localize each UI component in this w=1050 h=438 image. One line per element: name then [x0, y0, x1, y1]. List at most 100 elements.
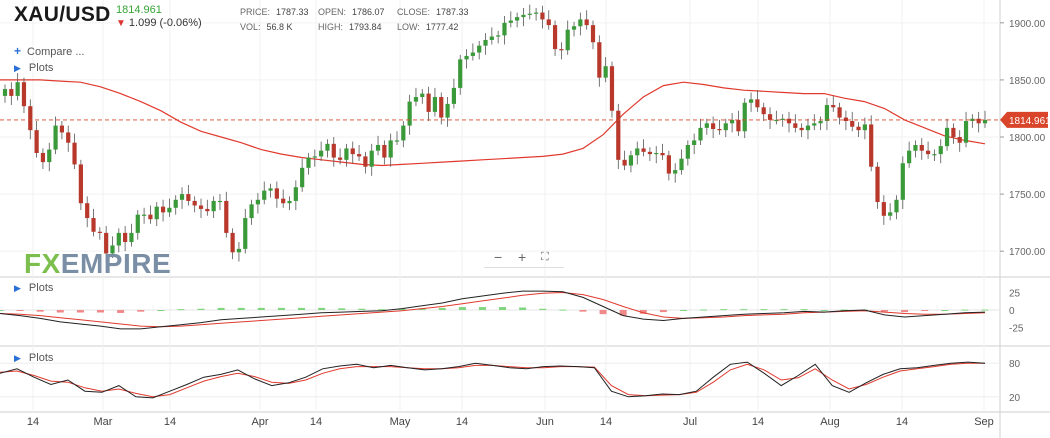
candle-body: [249, 204, 254, 219]
candle: [350, 141, 355, 164]
candle: [186, 184, 191, 206]
candle-body: [388, 140, 393, 158]
candle-body: [597, 42, 602, 78]
candle: [2, 84, 8, 103]
candle-body: [116, 232, 121, 246]
candle-body: [21, 82, 27, 107]
candle: [862, 117, 867, 140]
candle-body: [319, 150, 324, 157]
x-tick-label: Sep: [974, 416, 994, 428]
candle-body: [15, 82, 20, 96]
plots-main-toggle[interactable]: ▶ Plots: [14, 62, 54, 74]
candle: [679, 149, 684, 175]
candle: [552, 20, 558, 56]
candle: [780, 114, 785, 127]
x-tick-label: 14: [27, 416, 39, 428]
candle-body: [508, 20, 513, 23]
candle-body: [951, 127, 956, 137]
candle: [451, 78, 457, 109]
candle: [590, 20, 596, 50]
ohlc-high: HIGH: 1793.84: [318, 22, 382, 32]
candle-body: [141, 214, 147, 216]
candle: [464, 49, 469, 69]
candle: [907, 141, 912, 168]
candle-body: [533, 12, 539, 14]
candle-body: [900, 163, 905, 200]
candle-body: [464, 55, 469, 60]
candle-body: [205, 208, 210, 212]
candle: [673, 163, 678, 183]
macd-histogram-bar: [880, 310, 888, 312]
candle-body: [654, 152, 659, 155]
candle: [268, 183, 273, 198]
ma-line: [0, 79, 986, 167]
candle: [970, 114, 975, 128]
candle-body: [432, 97, 438, 112]
candle: [217, 194, 223, 211]
compare-button[interactable]: + Compare ...: [14, 44, 85, 58]
candle: [9, 82, 14, 106]
stochastic-panel: [0, 361, 986, 399]
plots-macd-toggle[interactable]: ▶ Plots: [14, 282, 54, 294]
zoom-in-button[interactable]: +: [518, 249, 527, 265]
x-tick-label: May: [390, 416, 411, 428]
x-tick-label: 14: [164, 416, 176, 428]
candle-body: [711, 123, 716, 130]
candle-body: [2, 89, 8, 96]
macd-histogram-bar: [418, 308, 426, 310]
candle-body: [963, 121, 969, 143]
candle-body: [982, 119, 988, 124]
candle-body: [211, 200, 216, 212]
candle: [141, 207, 147, 224]
candle: [729, 113, 735, 133]
macd-histogram-bar: [298, 307, 306, 310]
candle-body: [559, 49, 564, 51]
candle: [331, 137, 336, 167]
candle-body: [976, 118, 981, 124]
candle-body: [515, 17, 520, 21]
candle: [59, 121, 65, 140]
candle-body: [34, 130, 39, 153]
stoch-tick-label: 20: [1009, 393, 1021, 404]
candle-body: [40, 152, 46, 163]
candle-body: [970, 118, 975, 122]
candle: [432, 87, 438, 117]
candle-body: [477, 45, 482, 53]
candle: [685, 140, 690, 166]
candle: [426, 86, 431, 122]
plots-stoch-toggle[interactable]: ▶ Plots: [14, 352, 54, 364]
candle: [249, 199, 254, 225]
macd-histogram-bar: [137, 310, 145, 312]
candle: [236, 242, 242, 262]
macd-histogram-bar: [579, 310, 587, 312]
fullscreen-icon[interactable]: ⛶: [541, 251, 549, 263]
x-tick-label: 14: [896, 416, 908, 428]
candle-body: [401, 125, 406, 141]
candle: [799, 123, 804, 137]
current-price-tag: [1000, 111, 1048, 128]
candle-body: [888, 212, 893, 216]
candle: [375, 135, 381, 156]
candle: [622, 150, 627, 171]
candle: [761, 102, 766, 122]
candle-body: [748, 99, 754, 103]
candle-body: [230, 232, 235, 253]
zoom-out-button[interactable]: −: [494, 249, 503, 265]
macd-histogram-bar: [36, 310, 44, 312]
candle: [603, 57, 608, 83]
stoch-d-line: [0, 362, 985, 398]
candle: [641, 139, 646, 157]
candle-body: [907, 150, 912, 164]
y-tick-label: 1800.00: [1009, 133, 1046, 144]
candle-body: [407, 101, 412, 126]
candle: [584, 10, 589, 30]
candle-body: [458, 59, 463, 88]
candle-body: [660, 152, 665, 156]
candle-body: [805, 125, 811, 131]
candle-body: [78, 164, 83, 204]
candle-body: [243, 218, 248, 249]
candle-body: [755, 99, 760, 108]
candle-body: [97, 231, 102, 233]
macd-histogram-bar: [599, 310, 607, 315]
